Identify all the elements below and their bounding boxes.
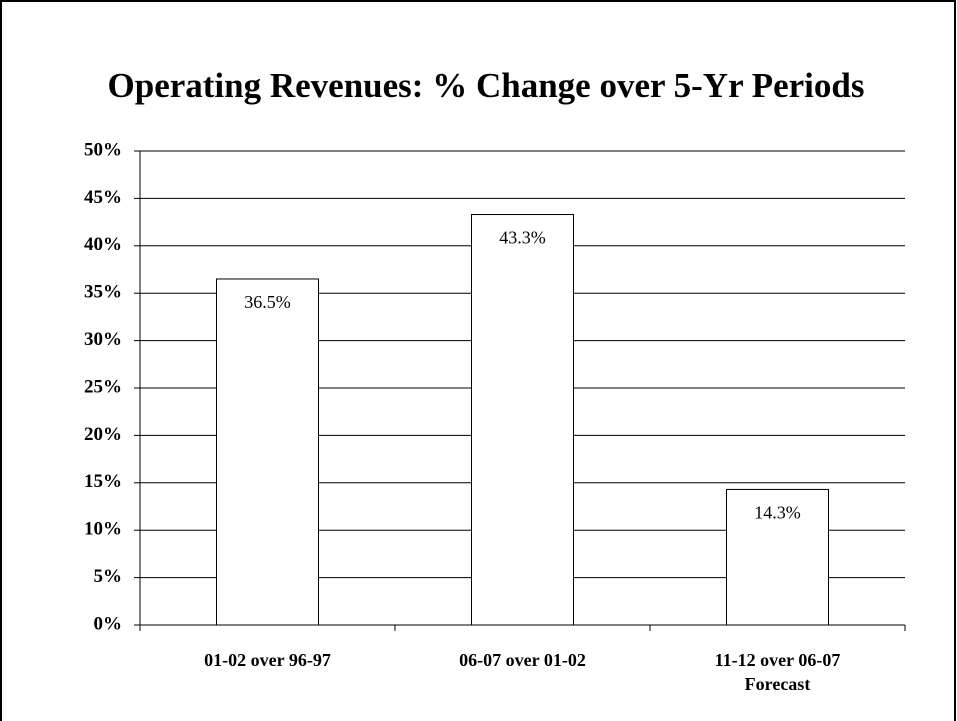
y-tick-label: 25% — [84, 376, 122, 397]
y-tick-label: 0% — [94, 613, 123, 634]
y-tick-label: 40% — [84, 234, 122, 255]
x-tick-label: 11-12 over 06-07 Forecast — [715, 650, 841, 694]
bar — [216, 278, 319, 626]
y-tick-label: 35% — [84, 282, 122, 303]
y-tick-label: 20% — [84, 424, 122, 445]
y-tick-label: 50% — [84, 139, 122, 160]
value-label: 14.3% — [754, 503, 801, 523]
bar — [726, 488, 829, 626]
chart-title: Operating Revenues: % Change over 5-Yr P… — [108, 66, 865, 105]
x-tick-label: 06-07 over 01-02 — [459, 650, 586, 670]
y-tick-label: 30% — [84, 329, 122, 350]
y-tick-label: 15% — [84, 471, 122, 492]
value-label: 36.5% — [244, 292, 291, 312]
y-tick-label: 10% — [84, 519, 122, 540]
value-label: 43.3% — [499, 228, 546, 248]
bar — [471, 214, 574, 626]
y-tick-label: 45% — [84, 187, 122, 208]
y-tick-label: 5% — [94, 566, 123, 587]
x-tick-label: 01-02 over 96-97 — [204, 650, 331, 670]
